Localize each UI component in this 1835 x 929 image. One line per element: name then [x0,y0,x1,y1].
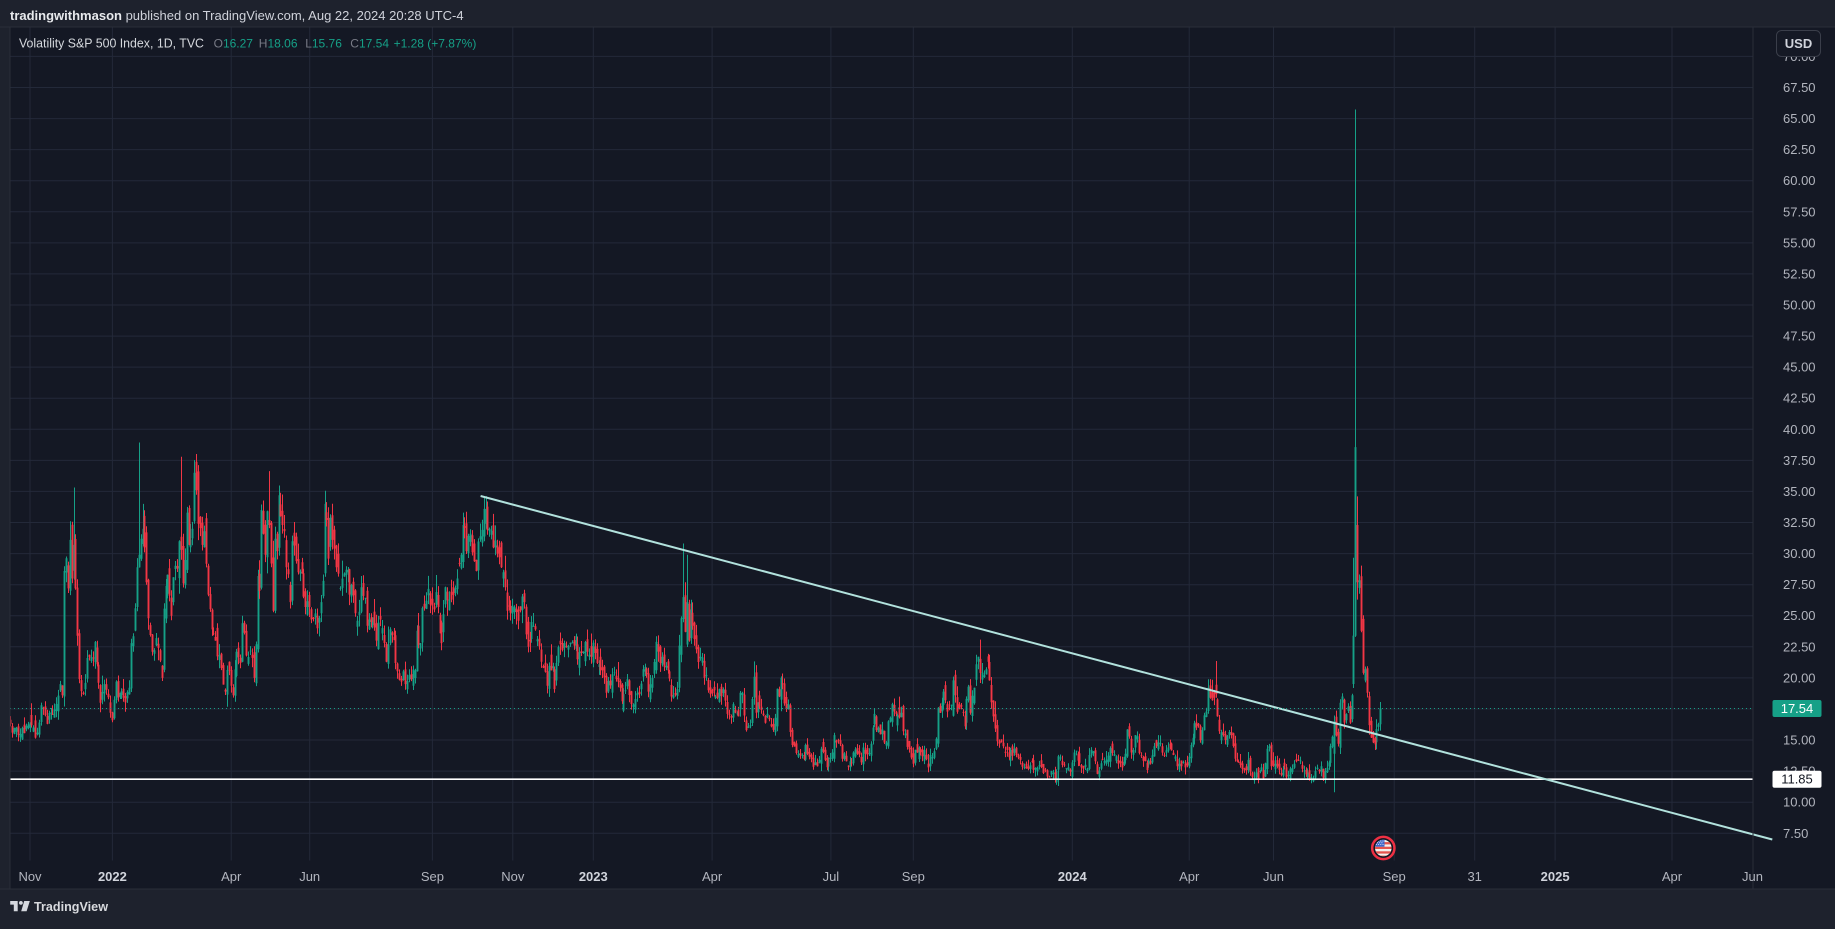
svg-text:Sep: Sep [421,869,444,884]
svg-text:TradingView: TradingView [34,899,109,914]
svg-text:H18.06: H18.06 [259,37,298,51]
svg-text:50.00: 50.00 [1783,298,1816,313]
svg-text:65.00: 65.00 [1783,111,1816,126]
svg-text:17.54: 17.54 [1781,701,1814,716]
svg-text:2024: 2024 [1058,869,1088,884]
svg-text:31: 31 [1467,869,1481,884]
svg-text:57.50: 57.50 [1783,204,1816,219]
svg-text:37.50: 37.50 [1783,453,1816,468]
svg-text:47.50: 47.50 [1783,329,1816,344]
svg-text:Apr: Apr [1179,869,1200,884]
svg-text:67.50: 67.50 [1783,80,1816,95]
svg-text:Nov: Nov [18,869,42,884]
svg-text:35.00: 35.00 [1783,484,1816,499]
svg-text:55.00: 55.00 [1783,235,1816,250]
svg-text:Jul: Jul [823,869,840,884]
svg-text:20.00: 20.00 [1783,670,1816,685]
svg-text:52.50: 52.50 [1783,266,1816,281]
svg-text:25.00: 25.00 [1783,608,1816,623]
svg-text:62.50: 62.50 [1783,142,1816,157]
svg-text:60.00: 60.00 [1783,173,1816,188]
svg-text:O16.27: O16.27 [214,37,254,51]
svg-text:Apr: Apr [1662,869,1683,884]
svg-text:7.50: 7.50 [1783,826,1808,841]
svg-text:Sep: Sep [1383,869,1406,884]
svg-text:32.50: 32.50 [1783,515,1816,530]
svg-text:USD: USD [1785,36,1812,51]
svg-text:Apr: Apr [221,869,242,884]
svg-text:30.00: 30.00 [1783,546,1816,561]
svg-text:Volatility S&P 500 Index, 1D,: Volatility S&P 500 Index, 1D, TVC [19,36,204,51]
svg-text:Jun: Jun [1263,869,1284,884]
svg-text:C17.54: C17.54 [350,37,389,51]
svg-text:15.00: 15.00 [1783,733,1816,748]
svg-text:22.50: 22.50 [1783,639,1816,654]
svg-text:27.50: 27.50 [1783,577,1816,592]
svg-text:2025: 2025 [1541,869,1570,884]
svg-text:Jun: Jun [1742,869,1763,884]
svg-text:Sep: Sep [902,869,925,884]
svg-text:Nov: Nov [501,869,525,884]
svg-text:10.00: 10.00 [1783,795,1816,810]
svg-text:42.50: 42.50 [1783,391,1816,406]
svg-text:2022: 2022 [98,869,127,884]
svg-text:L15.76: L15.76 [305,37,342,51]
svg-text:11.85: 11.85 [1781,772,1813,787]
svg-text:tradingwithmason published on: tradingwithmason published on TradingVie… [10,8,464,23]
svg-text:+1.28 (+7.87%): +1.28 (+7.87%) [394,37,477,51]
svg-text:45.00: 45.00 [1783,360,1816,375]
svg-text:40.00: 40.00 [1783,422,1816,437]
svg-text:Jun: Jun [299,869,320,884]
svg-text:Apr: Apr [702,869,723,884]
svg-text:2023: 2023 [579,869,608,884]
